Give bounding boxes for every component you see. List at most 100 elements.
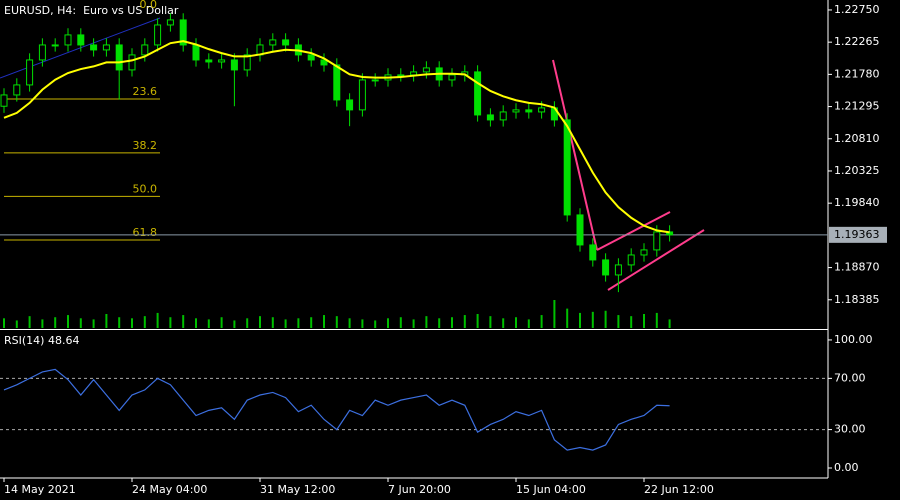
fibo-label: 38.2	[133, 139, 158, 152]
candle-body	[205, 59, 213, 63]
volume-bar	[540, 315, 543, 328]
candle-body	[589, 244, 597, 261]
candle-body	[448, 74, 456, 81]
candle-body	[141, 44, 149, 56]
candle-body	[333, 64, 341, 101]
x-tick-label: 7 Jun 20:00	[388, 483, 451, 496]
y-tick-label: 30.00	[834, 423, 866, 436]
candle-body	[307, 54, 315, 61]
volume-bar	[118, 317, 121, 328]
volume-bar	[502, 318, 505, 328]
candle-body	[166, 19, 174, 26]
y-tick-label: 70.00	[834, 371, 866, 384]
volume-bar	[515, 317, 517, 328]
volume-bar	[182, 315, 185, 328]
rsi-title: RSI(14) 48.64	[4, 334, 79, 347]
volume-bar	[79, 318, 82, 328]
volume-bar	[220, 317, 223, 328]
candle-body	[653, 231, 661, 251]
candle-body	[358, 79, 366, 111]
candle-body	[51, 44, 59, 47]
fibo-label: 61.8	[133, 226, 158, 239]
channel-line	[596, 211, 671, 251]
candle-body	[269, 39, 277, 46]
moving-average	[3, 40, 670, 234]
candle-body	[422, 67, 430, 73]
volume-bar	[399, 317, 402, 328]
volume-bar	[643, 314, 645, 328]
x-tick-label: 24 May 04:00	[132, 483, 207, 496]
volume-bar	[284, 319, 287, 328]
candle-body	[154, 24, 162, 46]
candle-body	[90, 44, 98, 51]
candle-body	[128, 54, 136, 71]
volume-bar	[105, 314, 108, 328]
candle-body	[346, 99, 354, 111]
volume-bar	[630, 316, 633, 328]
y-tick-label: 1.18870	[834, 261, 880, 274]
volume-bar	[604, 310, 607, 328]
volume-bar	[553, 300, 556, 328]
volume-bar	[361, 319, 364, 328]
volume-bar	[310, 317, 313, 328]
candle-body	[614, 264, 622, 276]
volume-bar	[374, 320, 377, 328]
volume-bar	[15, 320, 18, 328]
volume-bar	[259, 316, 261, 328]
volume-bar	[335, 316, 338, 328]
candle-body	[26, 59, 34, 86]
volume-bar	[463, 315, 466, 328]
rsi-line	[3, 368, 670, 451]
candle-body	[192, 44, 200, 61]
candle-body	[218, 59, 226, 63]
volume-bar	[579, 312, 581, 328]
volume-bar	[3, 318, 5, 328]
volume-bar	[527, 319, 530, 328]
volume-bar	[41, 319, 44, 328]
y-tick-label: 1.20810	[834, 132, 880, 145]
volume-bar	[323, 315, 325, 328]
volume-bar	[591, 311, 594, 328]
fibo-label: 50.0	[133, 182, 158, 195]
candle-body	[230, 59, 238, 71]
candle-body	[38, 44, 46, 61]
x-tick-label: 22 Jun 12:00	[644, 483, 714, 496]
volume-bar	[489, 316, 492, 328]
volume-bar	[425, 316, 428, 328]
candle-body	[397, 74, 405, 77]
volume-bar	[387, 318, 389, 328]
candle-body	[102, 44, 110, 51]
volume-bar	[438, 318, 441, 328]
volume-bar	[412, 319, 415, 328]
candle-body	[602, 259, 610, 276]
volume-bar	[617, 315, 620, 328]
volume-bar	[451, 317, 453, 328]
y-tick-label: 100.00	[834, 333, 873, 346]
volume-bar	[207, 319, 210, 328]
candle-body	[0, 94, 8, 107]
volume-bar	[169, 317, 172, 328]
volume-bar	[131, 318, 133, 328]
y-tick-label: 1.21295	[834, 100, 880, 113]
volume-bar	[233, 320, 236, 328]
volume-bar	[92, 319, 95, 328]
volume-bar	[668, 319, 671, 328]
volume-bar	[348, 318, 351, 328]
fibo-label: 0.0	[140, 0, 158, 11]
volume-bar	[67, 315, 69, 328]
candle-body	[576, 214, 584, 246]
volume-bar	[476, 314, 479, 328]
volume-bar	[195, 318, 197, 328]
y-tick-label: 1.22265	[834, 35, 880, 48]
candle-body	[77, 34, 85, 46]
volume-bar	[143, 316, 146, 328]
candle-body	[179, 19, 187, 46]
last-price-label: 1.19363	[834, 228, 880, 241]
candle-body	[640, 249, 648, 256]
y-tick-label: 1.18385	[834, 293, 880, 306]
candle-body	[525, 109, 533, 113]
trend-line	[552, 59, 598, 251]
candle-body	[474, 71, 482, 116]
